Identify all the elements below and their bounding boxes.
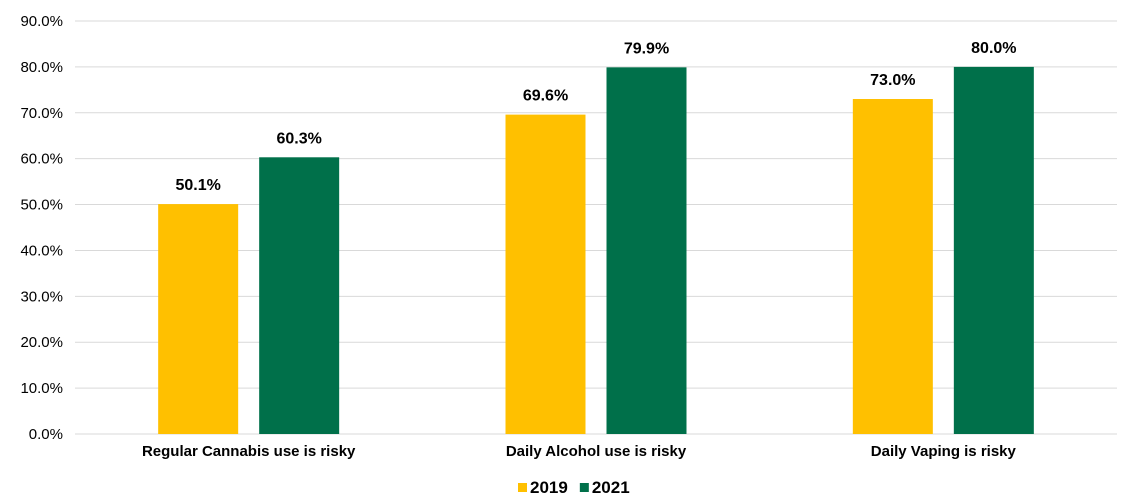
category-label: Daily Vaping is risky — [871, 443, 1017, 460]
legend-swatch-2019 — [518, 483, 527, 492]
y-tick-label: 50.0% — [20, 197, 63, 214]
data-label: 69.6% — [523, 88, 568, 105]
legend: 2019 2021 — [518, 478, 630, 497]
bar-2019 — [852, 99, 933, 434]
y-tick-label: 30.0% — [20, 288, 63, 305]
legend-swatch-2021 — [579, 483, 589, 492]
category-label: Regular Cannabis use is risky — [142, 443, 356, 460]
data-label: 73.0% — [870, 72, 915, 89]
legend-label-2021: 2021 — [592, 478, 630, 497]
y-tick-label: 90.0% — [20, 13, 63, 30]
y-tick-label: 60.0% — [20, 151, 63, 168]
bar-2021 — [259, 157, 340, 435]
category-label: Daily Alcohol use is risky — [506, 443, 687, 460]
bars — [158, 66, 1034, 435]
data-label: 80.0% — [971, 40, 1016, 57]
bar-2021 — [606, 67, 687, 434]
gridlines — [75, 20, 1117, 435]
legend-label-2019: 2019 — [530, 478, 568, 497]
data-label: 79.9% — [624, 40, 669, 57]
y-tick-label: 40.0% — [20, 242, 63, 259]
bar-2019 — [158, 204, 239, 434]
data-label: 60.3% — [276, 130, 321, 147]
x-axis-category-labels: Regular Cannabis use is risky Daily Alcoh… — [142, 443, 1017, 460]
y-axis-tick-labels: 0.0% 10.0% 20.0% 30.0% 40.0% 50.0% 60.0% 70.0% 8… — [20, 13, 63, 443]
y-tick-label: 0.0% — [29, 426, 63, 443]
y-tick-label: 10.0% — [20, 380, 63, 397]
y-tick-label: 20.0% — [20, 334, 63, 351]
bar-2021 — [953, 66, 1034, 434]
data-label: 50.1% — [175, 177, 220, 194]
y-tick-label: 70.0% — [20, 105, 63, 122]
data-labels: 50.1% 60.3% 69.6% 79.9% 73.0% 80.0% — [175, 40, 1016, 194]
y-tick-label: 80.0% — [20, 59, 63, 76]
bar-2019 — [505, 114, 586, 434]
